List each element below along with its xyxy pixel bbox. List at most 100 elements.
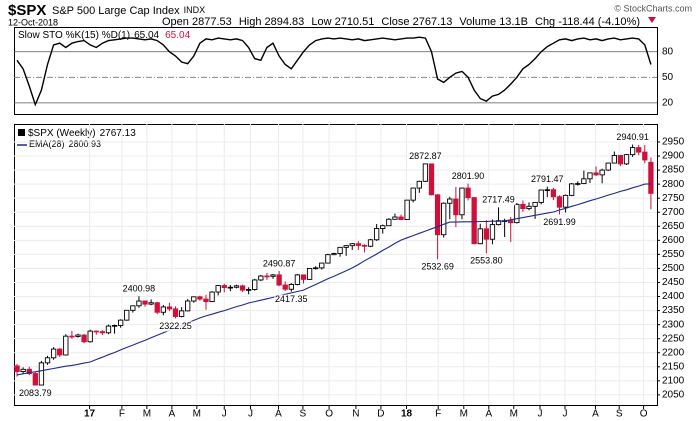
annotation: 2691.99 xyxy=(543,217,576,227)
quote: Open 2877.53 High 2894.83 Low 2710.51 Cl… xyxy=(162,16,640,28)
candle-body xyxy=(483,228,489,240)
candle-body xyxy=(166,306,173,310)
candle-body xyxy=(361,244,368,247)
candle-body xyxy=(20,368,26,373)
candle-body xyxy=(434,194,441,236)
x-tick-label: O xyxy=(640,409,648,420)
y-tick-label: 2050 xyxy=(662,390,685,401)
candle-body xyxy=(416,180,422,189)
x-tick-label: M xyxy=(143,409,151,420)
annotation: 2717.49 xyxy=(482,195,515,205)
candle-body xyxy=(44,357,51,364)
x-tick-label: S xyxy=(300,409,307,420)
candle-body xyxy=(282,284,288,290)
change-label: Chg xyxy=(535,16,555,28)
candle-body xyxy=(428,163,435,196)
candle-body xyxy=(489,224,496,240)
volume-value: 13.1B xyxy=(499,16,528,28)
candle-body xyxy=(617,155,624,165)
candle-body xyxy=(629,147,636,156)
volume-label: Volume xyxy=(459,16,496,28)
annotation-bg xyxy=(274,294,309,305)
close-value: 2767.13 xyxy=(413,16,453,28)
x-tick-label: F xyxy=(119,409,125,420)
y-tick-label: 2850 xyxy=(662,165,685,176)
annotation: 2322.25 xyxy=(159,321,192,331)
annotation: 2553.80 xyxy=(470,256,503,266)
candle-body xyxy=(538,189,544,203)
candle-body xyxy=(325,254,331,264)
x-tick-label: O xyxy=(325,409,333,420)
ema-legend-value: 2800.93 xyxy=(69,139,102,149)
candle-body xyxy=(87,330,93,343)
candle-body xyxy=(93,330,99,333)
candle-body xyxy=(221,285,227,288)
price-panel xyxy=(14,124,658,406)
x-tick-label: N xyxy=(352,409,359,420)
price-legend-name: $SPX (Weekly) xyxy=(28,128,96,139)
candle-body xyxy=(355,243,362,246)
candle-body xyxy=(154,302,160,313)
y-tick-label: 2950 xyxy=(662,137,685,148)
date: 12-Oct-2018 xyxy=(8,17,58,27)
candle-body xyxy=(386,218,392,227)
x-tick-label: A xyxy=(169,409,176,420)
sto-panel xyxy=(14,27,658,115)
candle-body xyxy=(373,228,380,241)
x-tick-label: M xyxy=(460,409,468,420)
candle-body xyxy=(306,267,313,280)
annotation: 2801.90 xyxy=(452,171,485,181)
annotation-bg xyxy=(451,171,486,182)
y-tick-label: 2700 xyxy=(662,207,685,218)
candle-body xyxy=(343,245,349,248)
change-value: -118.44 (-4.10%) xyxy=(558,16,640,28)
candle-body xyxy=(142,300,148,305)
candle-body xyxy=(544,189,550,192)
x-tick-label: A xyxy=(485,409,492,420)
candle-body xyxy=(276,274,282,286)
candle-body xyxy=(209,291,215,303)
x-tick-label: 18 xyxy=(401,409,413,420)
candle-body xyxy=(270,274,276,277)
candle-body xyxy=(118,319,124,326)
y-tick-label: 2150 xyxy=(662,361,685,372)
candle-body xyxy=(172,308,179,317)
candle-body xyxy=(252,279,258,290)
y-tick-label: 2400 xyxy=(662,291,685,302)
y-tick-label: 2600 xyxy=(662,235,685,246)
annotation-bg xyxy=(469,256,504,267)
candle-body xyxy=(459,187,465,216)
credit: © StockCharts.com xyxy=(614,3,692,13)
y-tick-label: 2200 xyxy=(662,347,685,358)
candle-body xyxy=(191,296,197,302)
candle-body xyxy=(581,178,587,185)
sto-tick-label: 50 xyxy=(662,72,674,83)
annotation: 2083.79 xyxy=(19,388,52,398)
open-value: 2877.53 xyxy=(192,16,232,28)
candle-body xyxy=(562,194,569,208)
candle-body xyxy=(50,348,57,359)
high-value: 2894.83 xyxy=(265,16,305,28)
annotation-bg xyxy=(262,258,297,269)
candle-body xyxy=(264,275,270,278)
candle-body xyxy=(337,246,343,254)
candle-body xyxy=(136,300,142,307)
x-tick-label: A xyxy=(275,409,282,420)
annotation: 2532.69 xyxy=(421,262,454,272)
annotation-bg xyxy=(615,132,650,143)
candle-body xyxy=(611,155,617,164)
annotation-bg xyxy=(18,388,53,399)
sto-tick-label: 80 xyxy=(662,46,674,57)
close-label: Close xyxy=(381,16,409,28)
candle-body xyxy=(178,310,185,317)
candle-body xyxy=(124,309,130,321)
candle-body xyxy=(532,201,538,207)
x-tick-label: J xyxy=(222,409,227,420)
x-tick-label: F xyxy=(435,409,441,420)
x-tick-label: M xyxy=(510,409,518,420)
candle-body xyxy=(441,202,447,236)
annotation-bg xyxy=(420,262,455,273)
y-tick-label: 2900 xyxy=(662,151,685,162)
low-value: 2710.51 xyxy=(335,16,375,28)
